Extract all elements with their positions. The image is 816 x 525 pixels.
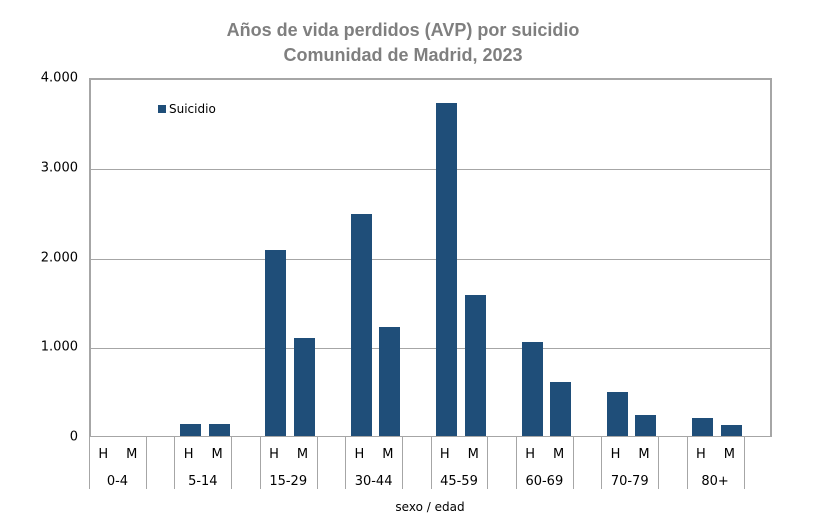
x-sex-label: H bbox=[610, 447, 621, 462]
x-sex-label: M bbox=[382, 447, 394, 462]
x-sex-label: H bbox=[354, 447, 365, 462]
bar-70-79-M[interactable] bbox=[635, 415, 657, 437]
x-axis-separator bbox=[430, 437, 432, 489]
x-axis-separator bbox=[686, 437, 688, 489]
bar-30-44-H[interactable] bbox=[350, 213, 372, 437]
legend-label: Suicidio bbox=[169, 102, 216, 116]
x-axis-separator bbox=[259, 437, 261, 489]
x-sex-label: M bbox=[723, 447, 735, 462]
bar-80+-M[interactable] bbox=[720, 424, 742, 437]
x-sex-label: H bbox=[525, 447, 535, 462]
x-axis-separator bbox=[89, 437, 90, 489]
chart-title: Años de vida perdidos (AVP) por suicidio bbox=[226, 20, 580, 40]
bar-15-29-M[interactable] bbox=[293, 337, 315, 437]
x-axis-separator bbox=[345, 437, 347, 489]
bar-70-79-H[interactable] bbox=[606, 392, 628, 437]
x-sex-label: H bbox=[98, 447, 109, 462]
x-axis-separator bbox=[487, 437, 489, 489]
x-sex-label: M bbox=[126, 447, 138, 462]
bar-45-59-H[interactable] bbox=[436, 102, 458, 437]
x-age-label: 15-29 bbox=[269, 474, 308, 489]
x-axis-separator bbox=[743, 437, 745, 489]
x-age-label: 5-14 bbox=[188, 474, 218, 489]
x-sex-label: H bbox=[183, 447, 194, 462]
y-tick-label: 2.000 bbox=[40, 250, 78, 265]
x-age-label: 0-4 bbox=[106, 474, 129, 489]
x-age-label: 45-59 bbox=[440, 474, 478, 489]
x-sex-label: M bbox=[638, 447, 650, 462]
bar-60-69-M[interactable] bbox=[550, 381, 572, 437]
x-axis-separator bbox=[231, 437, 233, 489]
bar-5-14-M[interactable] bbox=[208, 423, 230, 437]
x-axis-title: sexo / edad bbox=[395, 500, 465, 514]
gridline bbox=[91, 258, 770, 260]
chart-subtitle: Comunidad de Madrid, 2023 bbox=[283, 45, 523, 65]
x-axis-separator bbox=[572, 437, 574, 489]
gridline bbox=[91, 348, 770, 350]
legend: Suicidio bbox=[158, 102, 216, 116]
x-axis-line bbox=[89, 436, 772, 437]
x-axis-separator bbox=[316, 437, 318, 489]
x-age-label: 70-79 bbox=[610, 474, 649, 489]
x-axis-separator bbox=[145, 437, 147, 489]
y-tick-label: 3.000 bbox=[40, 160, 78, 176]
x-axis-separator bbox=[402, 437, 404, 489]
bar-30-44-M[interactable] bbox=[379, 327, 401, 437]
x-axis-separator bbox=[174, 437, 176, 489]
legend-swatch-icon bbox=[158, 105, 166, 113]
bar-45-59-M[interactable] bbox=[464, 294, 486, 437]
gridline bbox=[91, 168, 770, 170]
x-axis-separator bbox=[658, 437, 660, 489]
y-tick-label: 0 bbox=[69, 429, 78, 445]
x-axis-separator bbox=[601, 437, 603, 489]
x-sex-label: H bbox=[439, 447, 450, 462]
plot-area: Suicidio bbox=[89, 78, 772, 437]
x-age-label: 60-69 bbox=[525, 474, 564, 489]
x-sex-label: H bbox=[695, 447, 706, 462]
bar-80+-H[interactable] bbox=[692, 417, 714, 437]
x-sex-label: M bbox=[552, 447, 565, 462]
x-age-label: 80+ bbox=[701, 474, 729, 489]
x-sex-label: M bbox=[467, 447, 479, 462]
x-sex-label: M bbox=[211, 447, 223, 462]
x-axis-separator bbox=[515, 437, 517, 489]
y-tick-label: 1.000 bbox=[40, 339, 78, 355]
bar-60-69-H[interactable] bbox=[521, 341, 543, 437]
x-age-label: 30-44 bbox=[354, 474, 393, 489]
bar-5-14-H[interactable] bbox=[180, 423, 202, 437]
x-sex-label: H bbox=[269, 447, 279, 462]
x-sex-label: M bbox=[296, 447, 309, 462]
y-tick-label: 4.000 bbox=[40, 70, 78, 86]
bar-15-29-H[interactable] bbox=[265, 249, 287, 437]
